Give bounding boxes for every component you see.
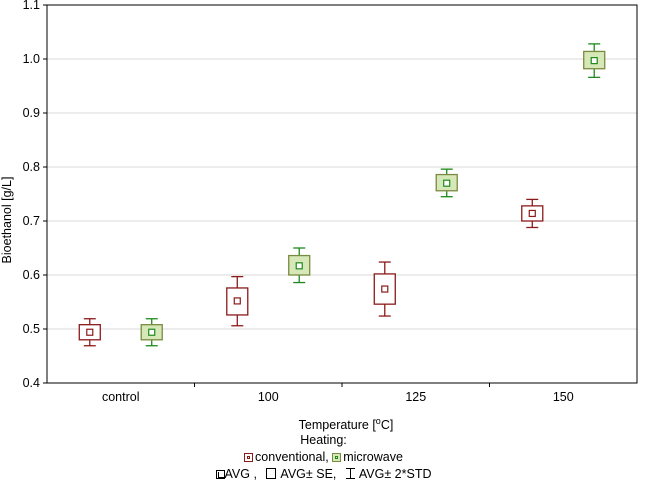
microwave-box [140, 318, 163, 347]
legend-stat-std: AVG± 2*STD [358, 467, 432, 481]
y-tick-label: 0.7 [23, 214, 40, 228]
y-tick-label: 1.1 [23, 0, 40, 12]
microwave-swatch-icon [332, 453, 342, 462]
avg-marker [443, 179, 451, 187]
avg-marker [233, 297, 241, 305]
conventional-box [521, 198, 544, 229]
legend-stat-se: AVG± SE, [280, 467, 337, 481]
microwave-box [435, 168, 458, 198]
y-tick-label: 0.9 [23, 106, 40, 120]
grid [47, 58, 637, 330]
x-axis-label-sup: o [376, 416, 381, 426]
avg-marker [381, 285, 389, 293]
x-axis: control 100 125 150 [102, 383, 574, 404]
box-plots [78, 43, 606, 347]
microwave-box [583, 43, 606, 79]
legend-stat-avg: AVG , [224, 467, 257, 481]
x-axis-label-main: Temperature [ [299, 418, 377, 432]
y-tick-label: 0.5 [23, 322, 40, 336]
avg-marker [86, 328, 94, 336]
x-axis-label: Temperature [oC] [299, 416, 394, 432]
y-axis: 0.4 0.5 0.6 0.7 0.8 0.9 1.0 1.1 [23, 0, 47, 390]
x-tick-label: 150 [553, 390, 574, 404]
y-axis-label: Bioethanol [g/L] [0, 177, 14, 264]
legend-series: conventional, microwave [0, 449, 647, 465]
conventional-box [78, 318, 101, 347]
se-box-icon [266, 468, 277, 479]
x-tick-label: 100 [258, 390, 279, 404]
avg-marker-icon [215, 470, 225, 479]
avg-marker [590, 57, 598, 65]
y-tick-label: 0.6 [23, 268, 40, 282]
legend-item-microwave: microwave [343, 450, 403, 464]
y-tick-label: 0.4 [23, 376, 40, 390]
x-tick-label: control [102, 390, 140, 404]
conventional-box [373, 261, 396, 317]
conventional-box [226, 275, 249, 327]
y-tick-label: 0.8 [23, 160, 40, 174]
avg-marker [295, 262, 303, 270]
x-axis-label-unit: C] [381, 418, 394, 432]
x-tick-label: 125 [405, 390, 426, 404]
avg-marker [148, 328, 156, 336]
legend-title: Heating: [300, 433, 347, 447]
legend-item-conventional: conventional, [255, 450, 329, 464]
avg-marker [528, 209, 536, 218]
plot-frame [46, 4, 638, 384]
y-tick-label: 1.0 [23, 52, 40, 66]
conventional-swatch-icon [244, 453, 254, 462]
microwave-box [288, 247, 311, 284]
whisker-icon [345, 468, 355, 479]
legend-stats: AVG , AVG± SE, AVG± 2*STD [0, 466, 647, 482]
